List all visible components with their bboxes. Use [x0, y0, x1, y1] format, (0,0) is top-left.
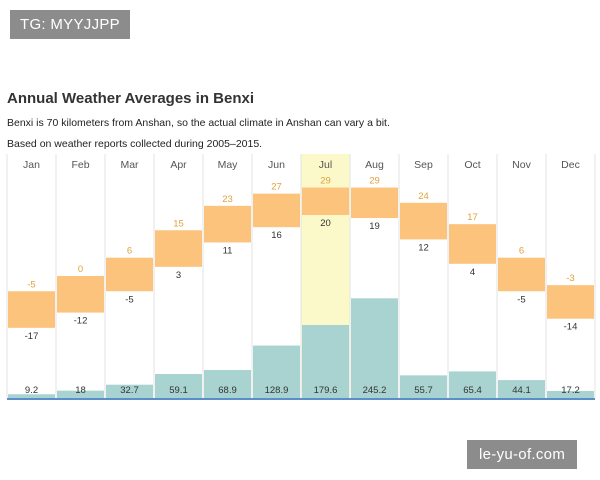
high-temp-label-dec: -3 [566, 273, 574, 284]
month-label-oct: Oct [464, 159, 480, 171]
low-temp-label-sep: 12 [418, 242, 429, 253]
precip-bar-aug [351, 298, 398, 398]
temp-bar-jun [253, 194, 300, 228]
temp-bar-jan [8, 291, 55, 328]
month-label-mar: Mar [120, 159, 139, 171]
high-temp-label-oct: 17 [467, 212, 478, 223]
precip-label-nov: 44.1 [512, 385, 531, 396]
temp-bar-sep [400, 203, 447, 240]
month-label-sep: Sep [414, 159, 433, 171]
high-temp-label-jun: 27 [271, 182, 282, 193]
high-temp-label-jul: 29 [320, 176, 331, 187]
month-label-jan: Jan [23, 159, 40, 171]
low-temp-label-mar: -5 [125, 294, 133, 305]
month-label-dec: Dec [561, 159, 580, 171]
month-label-feb: Feb [71, 159, 89, 171]
temp-bar-may [204, 206, 251, 243]
temp-bar-mar [106, 258, 153, 292]
temp-bar-feb [57, 276, 104, 313]
high-temp-label-may: 23 [222, 194, 233, 205]
month-label-jun: Jun [268, 159, 285, 171]
month-label-nov: Nov [512, 159, 531, 171]
low-temp-label-dec: -14 [564, 322, 578, 333]
low-temp-label-jun: 16 [271, 230, 282, 241]
precip-label-mar: 32.7 [120, 385, 139, 396]
precip-label-feb: 18 [75, 385, 86, 396]
low-temp-label-jul: 20 [320, 218, 331, 229]
weather-chart: Jan -5 -17 9.2 Feb 0 -12 18 Mar 6 -5 32.7 Apr 15 3 59.1… [0, 0, 600, 480]
low-temp-label-oct: 4 [470, 267, 475, 278]
high-temp-label-nov: 6 [519, 246, 524, 257]
temp-bar-apr [155, 230, 202, 267]
temp-bar-oct [449, 224, 496, 264]
month-label-apr: Apr [170, 159, 187, 171]
temp-bar-jul [302, 188, 349, 215]
high-temp-label-feb: 0 [78, 264, 83, 275]
precip-label-dec: 17.2 [561, 385, 580, 396]
high-temp-label-sep: 24 [418, 191, 429, 202]
temp-bar-dec [547, 285, 594, 319]
high-temp-label-mar: 6 [127, 246, 132, 257]
precip-label-sep: 55.7 [414, 385, 433, 396]
low-temp-label-aug: 19 [369, 221, 380, 232]
temp-bar-nov [498, 258, 545, 292]
precip-label-may: 68.9 [218, 385, 237, 396]
month-label-may: May [218, 159, 239, 171]
month-label-aug: Aug [365, 159, 384, 171]
precip-label-jan: 9.2 [25, 385, 38, 396]
precip-label-apr: 59.1 [169, 385, 188, 396]
precip-label-oct: 65.4 [463, 385, 482, 396]
watermark-label: le-yu-of.com [467, 440, 577, 469]
low-temp-label-may: 11 [223, 245, 233, 256]
high-temp-label-aug: 29 [369, 176, 380, 187]
low-temp-label-feb: -12 [74, 316, 88, 327]
temp-bar-aug [351, 188, 398, 219]
high-temp-label-apr: 15 [173, 218, 184, 229]
low-temp-label-nov: -5 [517, 294, 525, 305]
low-temp-label-apr: 3 [176, 270, 181, 281]
high-temp-label-jan: -5 [27, 279, 35, 290]
precip-label-aug: 245.2 [363, 385, 387, 396]
precip-label-jul: 179.6 [314, 385, 338, 396]
low-temp-label-jan: -17 [25, 331, 39, 342]
precip-label-jun: 128.9 [265, 385, 289, 396]
month-label-jul: Jul [319, 159, 332, 171]
